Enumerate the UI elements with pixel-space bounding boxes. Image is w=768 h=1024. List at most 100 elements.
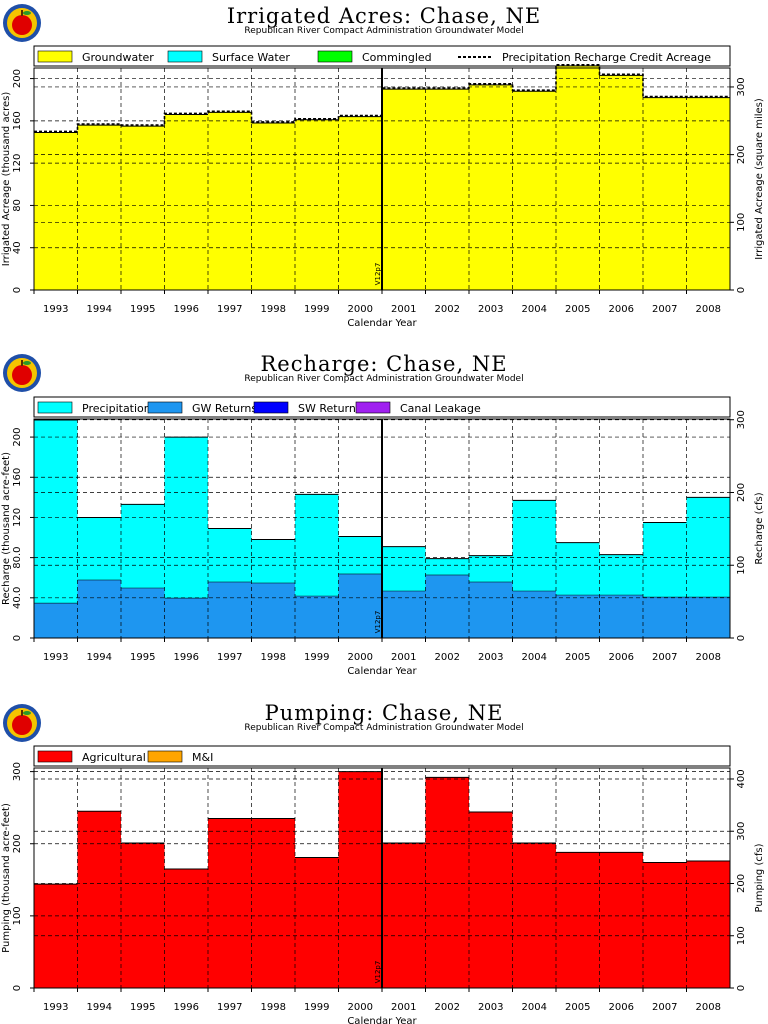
chart-title: Recharge: Chase, NE [260, 352, 508, 376]
y-tick-label: 120 [12, 508, 23, 527]
bar [295, 595, 339, 638]
x-tick-label: 1994 [87, 652, 112, 663]
x-tick-label: 2007 [652, 304, 677, 315]
bar [338, 116, 382, 290]
legend-swatch [253, 401, 289, 414]
chart-subtitle: Republican River Compact Administration … [244, 374, 524, 384]
bar [382, 89, 426, 291]
bar [686, 497, 730, 597]
bar [686, 97, 730, 290]
y-right-tick-label: 300 [736, 410, 747, 429]
legend-swatch [37, 50, 73, 63]
legend-label: Precipitation [82, 402, 151, 415]
x-tick-label: 2002 [435, 304, 460, 315]
x-tick-label: 1996 [174, 652, 199, 663]
x-tick-label: 1995 [130, 652, 155, 663]
y-tick-label: 0 [12, 287, 23, 293]
x-tick-label: 1998 [261, 1002, 286, 1013]
bar [686, 861, 730, 988]
bar [425, 89, 469, 291]
y-tick-label: 40 [12, 241, 23, 254]
y-tick-label: 160 [12, 111, 23, 130]
x-tick-label: 2001 [391, 652, 416, 663]
y-tick-label: 300 [12, 762, 23, 781]
irrigated-acres-chart: Groundwater Surface Water Commingled Precip… [1, 45, 765, 329]
y-tick-label: 80.0 [12, 547, 23, 569]
legend-label: Commingled [362, 51, 432, 64]
legend-label: Agricultural [82, 751, 146, 764]
x-tick-label: 2004 [522, 304, 547, 315]
x-tick-label: 2003 [478, 304, 503, 315]
bar [121, 843, 165, 988]
y-tick-label: 0 [12, 985, 23, 991]
y-axis-label: Irrigated Acreage (thousand acres) [1, 92, 12, 267]
y-right-tick-label: 100 [736, 556, 747, 575]
apple-logo-icon [3, 4, 41, 42]
x-tick-label: 2002 [435, 1002, 460, 1013]
x-tick-label: 1994 [87, 1002, 112, 1013]
bar [121, 126, 165, 291]
x-tick-label: 1993 [43, 652, 68, 663]
x-tick-label: 1996 [174, 304, 199, 315]
y-right-tick-label: 0 [736, 287, 747, 293]
legend-swatch [37, 401, 73, 414]
bar [34, 602, 78, 638]
y-tick-label: 160 [12, 468, 23, 487]
x-tick-label: 2007 [652, 1002, 677, 1013]
x-tick-label: 2008 [696, 1002, 721, 1013]
x-axis-label: Calendar Year [347, 318, 417, 329]
x-tick-label: 2000 [348, 304, 373, 315]
legend-label: Groundwater [82, 51, 154, 64]
bar [556, 542, 600, 595]
x-tick-label: 2008 [696, 304, 721, 315]
y-axis-label: Pumping (thousand acre-feet) [1, 803, 12, 953]
x-tick-label: 2006 [609, 304, 634, 315]
version-marker-label: V12p7 [374, 263, 382, 286]
bar [338, 573, 382, 638]
x-tick-label: 1994 [87, 304, 112, 315]
bar [599, 554, 643, 595]
bar [77, 517, 121, 580]
legend-label: SW Returns [298, 402, 362, 415]
x-tick-label: 1998 [261, 304, 286, 315]
bar [512, 590, 556, 638]
bar [382, 546, 426, 591]
y-right-tick-label: 300 [736, 822, 747, 841]
x-tick-label: 2005 [565, 652, 590, 663]
bar [338, 536, 382, 574]
y-tick-label: 0 [12, 635, 23, 641]
x-tick-label: 2003 [478, 652, 503, 663]
apple-logo-icon [3, 354, 41, 392]
bar [251, 539, 295, 583]
chart-title: Pumping: Chase, NE [264, 701, 504, 725]
x-tick-label: 1999 [304, 652, 329, 663]
bar [208, 528, 252, 582]
x-axis-label: Calendar Year [347, 666, 417, 677]
bar [295, 857, 339, 988]
legend-label: Canal Leakage [400, 402, 481, 415]
bar [556, 65, 600, 290]
bar [77, 811, 121, 988]
bar [512, 843, 556, 988]
x-tick-label: 2000 [348, 1002, 373, 1013]
apple-logo-icon [3, 704, 41, 742]
legend-label: M&I [192, 751, 213, 764]
x-tick-label: 2004 [522, 1002, 547, 1013]
x-tick-label: 2008 [696, 652, 721, 663]
y-right-axis-label: Pumping (cfs) [754, 843, 765, 912]
bar [77, 125, 121, 290]
irrigated-acres-panel: Irrigated Acres: Chase, NE Republican Ri… [0, 0, 768, 340]
bar [425, 558, 469, 575]
y-right-tick-label: 100 [736, 213, 747, 232]
bar [295, 494, 339, 596]
x-tick-label: 2006 [609, 1002, 634, 1013]
y-right-tick-label: 0 [736, 985, 747, 991]
bar [121, 504, 165, 588]
y-right-tick-label: 200 [736, 483, 747, 502]
x-tick-label: 1997 [217, 1002, 242, 1013]
y-right-tick-label: 300 [736, 77, 747, 96]
bar [164, 597, 208, 638]
legend-swatch [147, 750, 183, 763]
bar [425, 574, 469, 638]
